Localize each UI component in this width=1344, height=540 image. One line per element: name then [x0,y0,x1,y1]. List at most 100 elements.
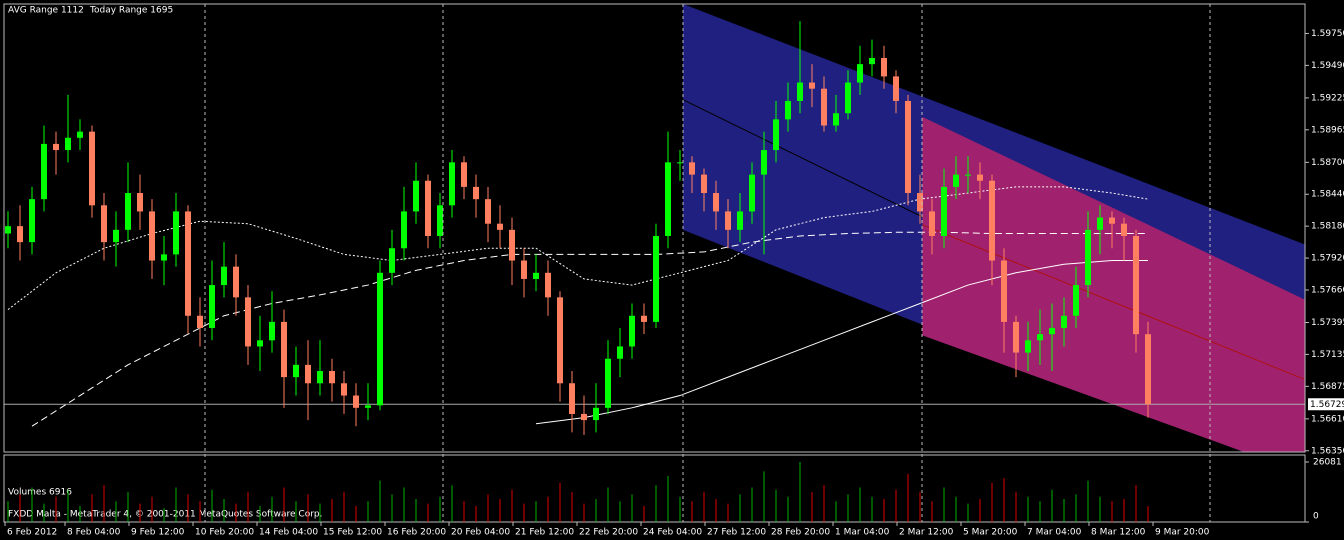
candle-body [113,229,119,243]
y-tick-label: 1.58965 [1311,125,1344,135]
y-tick-label: 1.58180 [1311,222,1344,232]
y-tick-label: 1.57395 [1311,318,1344,328]
x-tick-label: 9 Mar 20:00 [1155,528,1210,538]
x-tick-label: 5 Mar 20:00 [963,528,1018,538]
candle-body [869,58,875,65]
candle-body [1025,340,1031,353]
candle-body [485,199,491,224]
candle-body [497,223,503,230]
candle-body [857,64,863,83]
moving-average [31,231,1148,427]
x-tick-label: 14 Feb 04:00 [259,528,318,538]
x-tick-label: 6 Feb 2012 [7,528,57,538]
candle-body [281,321,287,378]
x-tick-label: 24 Feb 04:00 [643,528,702,538]
candle-body [1145,334,1151,405]
candle-body [389,248,395,273]
candle-body [233,266,239,298]
candle-body [641,315,647,322]
candle-body [821,88,827,126]
y-tick-label: 1.59225 [1311,93,1344,103]
candle-body [521,260,527,279]
candle-body [989,180,995,261]
annotation: Today Range 1695 [89,6,173,16]
x-tick-label: 27 Feb 12:00 [707,528,766,538]
candle-body [317,370,323,384]
candle-body [965,174,971,176]
candle-body [413,180,419,212]
candle-body [209,285,215,329]
candle-body [173,211,179,255]
candle-body [605,358,611,408]
candle-body [929,211,935,236]
y-tick-label: 1.59490 [1311,61,1344,71]
candle-body [449,162,455,206]
candle-body [437,205,443,236]
candle-body [1037,334,1043,341]
x-tick-label: 28 Feb 20:00 [771,528,830,538]
channel-midline [922,224,1305,381]
x-tick-label: 2 Mar 12:00 [899,528,954,538]
candle-body [293,364,299,378]
bid-label: 1.56729 [1310,400,1344,410]
candle-body [713,193,719,212]
candle-body [341,383,347,396]
price-pane [4,4,1305,452]
candle-body [893,76,899,101]
candle-body [1049,328,1055,335]
candle-body [101,205,107,243]
x-tick-label: 21 Feb 12:00 [515,528,574,538]
candle-body [761,150,767,175]
candle-body [545,272,551,298]
volume-pane-frame [3,454,1306,523]
x-tick-label: 7 Mar 04:00 [1027,528,1082,538]
x-tick-label: 20 Feb 04:00 [451,528,510,538]
y-tick-label: 1.57920 [1311,254,1344,264]
candle-body [1013,321,1019,353]
candle-body [245,297,251,347]
candle-body [569,383,575,414]
regression-channel [922,116,1305,452]
candle-body [425,180,431,236]
candle-body [89,131,95,206]
candle-body [533,272,539,279]
candle-body [221,266,227,286]
candle-body [1085,229,1091,286]
candle-body [593,407,599,421]
x-tick-label: 10 Feb 20:00 [195,528,254,538]
candle-body [977,174,983,181]
candle-body [1109,217,1115,224]
candle-body [1133,235,1139,335]
candle-body [305,364,311,384]
x-tick-label: 8 Feb 04:00 [67,528,121,538]
volume-title: Volumes 6916 [8,488,72,498]
price-pane-frame [3,3,1306,453]
x-tick-label: 15 Feb 12:00 [323,528,382,538]
x-tick-label: 22 Feb 20:00 [579,528,638,538]
y-tick-label: 1.59750 [1311,29,1344,39]
candle-body [197,315,203,329]
candle-body [185,211,191,316]
volume-tick-label: 26081 [1313,458,1342,468]
candle-body [137,193,143,212]
annotation: AVG Range 1112 [8,6,84,16]
candle-body [797,82,803,101]
candle-body [749,174,755,212]
candle-body [257,340,263,347]
candle-body [41,143,47,200]
candle-body [581,413,587,421]
candle-body [329,370,335,384]
candle-body [1001,260,1007,322]
candle-body [1121,223,1127,236]
y-tick-label: 1.56875 [1311,382,1344,392]
y-tick-label: 1.58440 [1311,190,1344,200]
candle-body [689,162,695,175]
candle-body [1073,285,1079,316]
x-tick-label: 1 Mar 04:00 [835,528,890,538]
candle-body [461,162,467,187]
candle-body [809,82,815,89]
y-tick-label: 1.58700 [1311,158,1344,168]
candle-body [941,186,947,236]
